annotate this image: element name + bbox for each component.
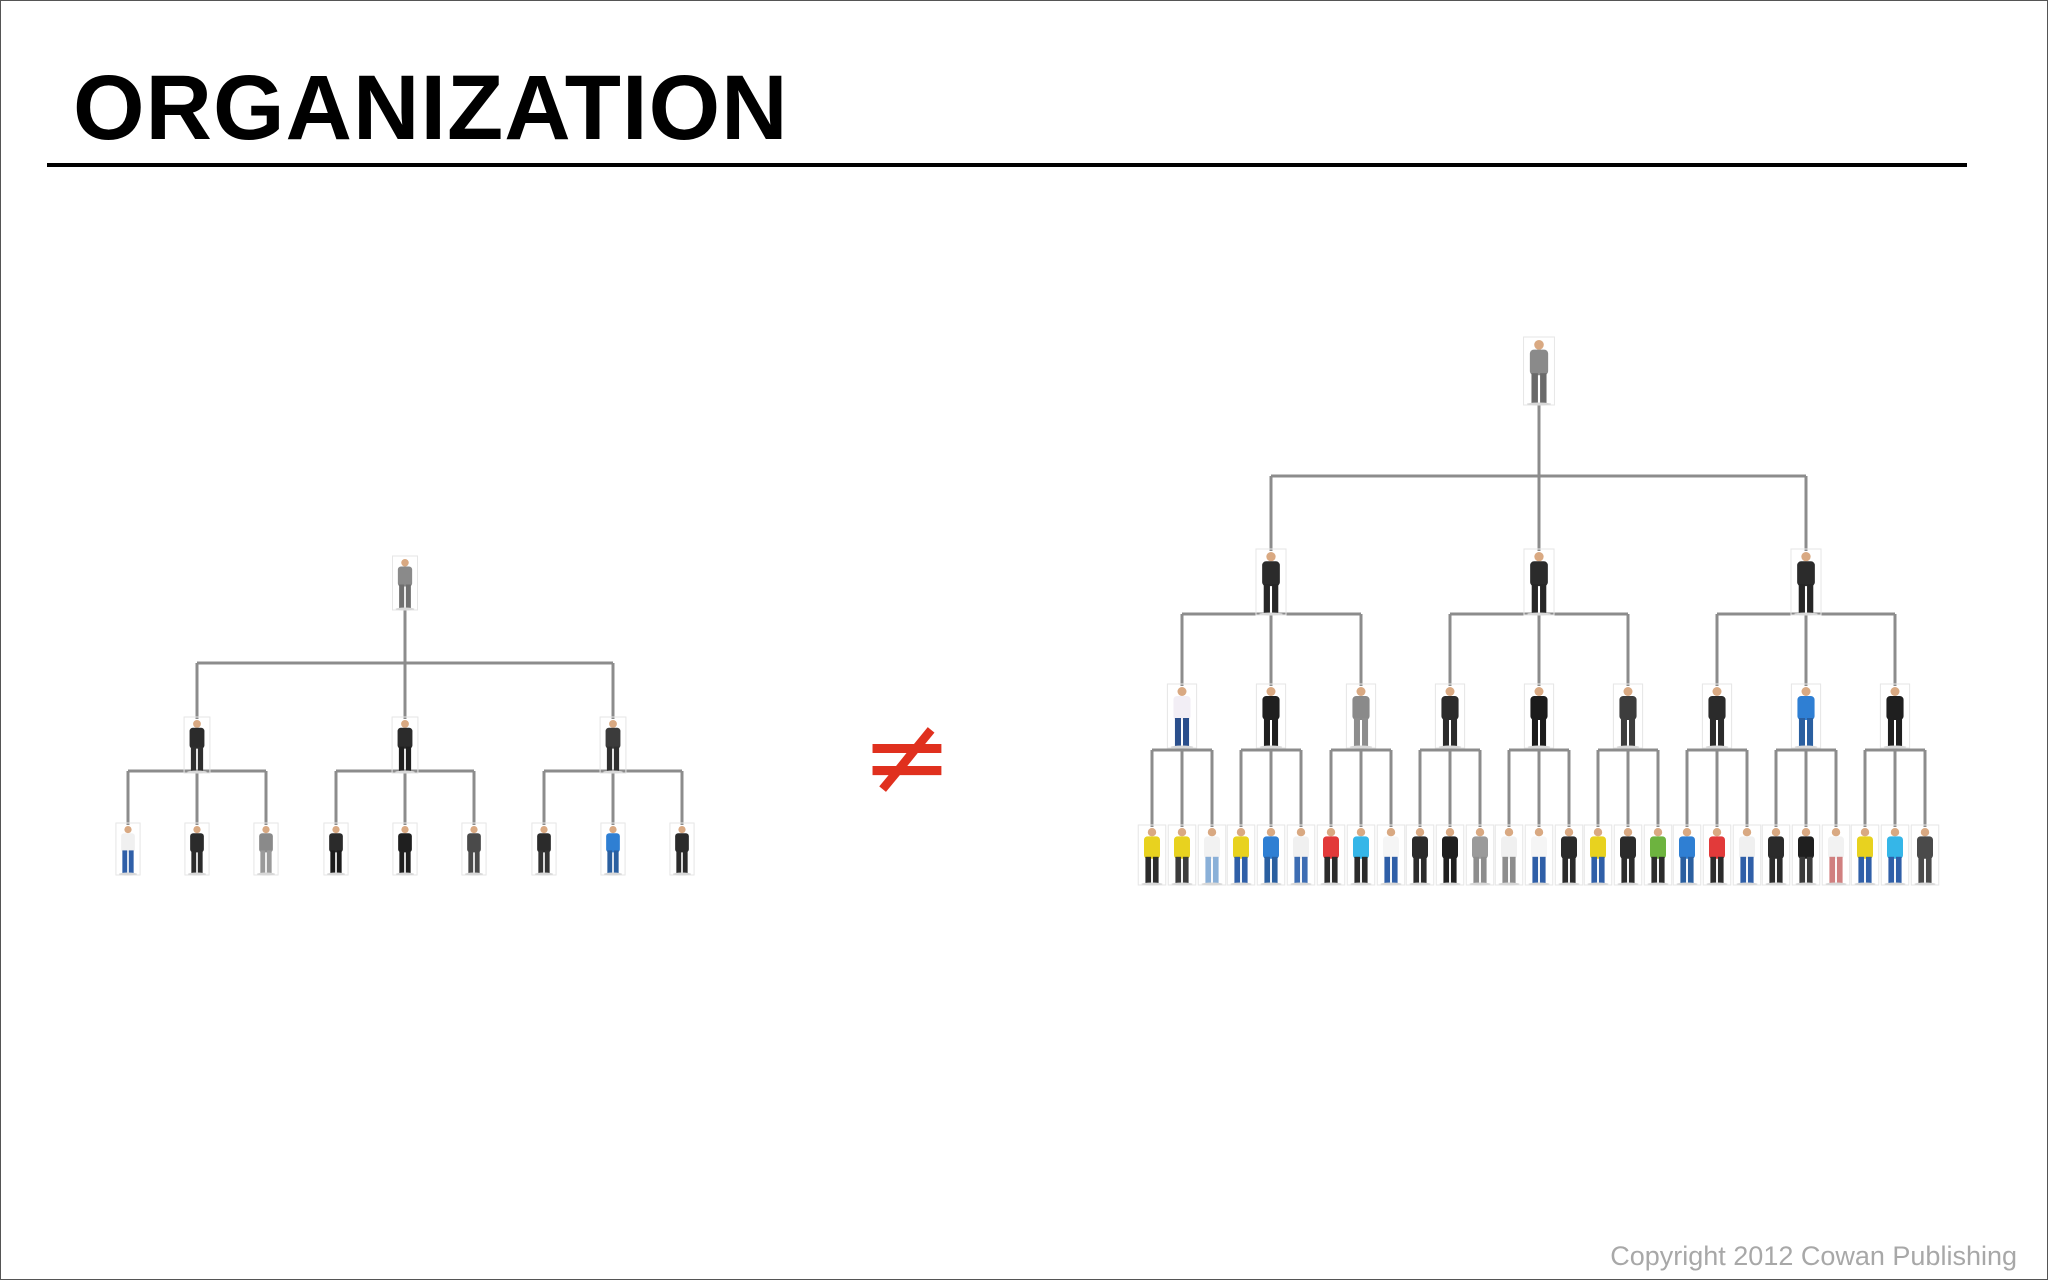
employee-figure xyxy=(115,822,141,876)
manager-figure xyxy=(1701,683,1733,749)
staff-figure xyxy=(1702,824,1732,886)
staff-figure xyxy=(1880,824,1910,886)
connector-manager-7 xyxy=(1685,746,1749,827)
staff-figure xyxy=(1524,824,1554,886)
staff-figure xyxy=(1405,824,1435,886)
manager-figure xyxy=(183,716,211,774)
manager-figure xyxy=(599,716,627,774)
staff-figure xyxy=(1583,824,1613,886)
connector-root-to-managers xyxy=(195,608,615,719)
staff-figure xyxy=(1850,824,1880,886)
connector-manager-2 xyxy=(1239,746,1303,827)
employee-figure xyxy=(669,822,695,876)
employee-figure xyxy=(600,822,626,876)
manager-figure xyxy=(1612,683,1644,749)
vp-figure xyxy=(1255,548,1287,616)
employee-figure xyxy=(323,822,349,876)
small-org-chart xyxy=(115,555,695,876)
vp-figure xyxy=(1523,548,1555,616)
connector-manager-1 xyxy=(126,769,268,825)
employee-figure xyxy=(392,822,418,876)
employee-figure xyxy=(531,822,557,876)
connector-manager-4 xyxy=(1418,746,1482,827)
manager-figure xyxy=(1879,683,1911,749)
staff-figure xyxy=(1435,824,1465,886)
copyright-notice: Copyright 2012 Cowan Publishing xyxy=(1610,1241,2017,1271)
staff-figure xyxy=(1256,824,1286,886)
staff-figure xyxy=(1910,824,1940,886)
large-org-chart xyxy=(1137,336,1940,886)
staff-figure xyxy=(1643,824,1673,886)
connector-manager-3 xyxy=(1329,746,1393,827)
staff-figure xyxy=(1346,824,1376,886)
connector-root-to-vps xyxy=(1269,403,1808,551)
staff-figure xyxy=(1761,824,1791,886)
connector-vp-2 xyxy=(1448,612,1630,686)
connector-manager-3 xyxy=(542,769,684,825)
connector-manager-6 xyxy=(1596,746,1660,827)
connector-vp-3 xyxy=(1715,612,1897,686)
staff-figure xyxy=(1494,824,1524,886)
employee-figure xyxy=(184,822,210,876)
not-equal-sign: ≠ xyxy=(860,692,954,820)
staff-figure xyxy=(1821,824,1851,886)
employee-figure xyxy=(253,822,279,876)
staff-figure xyxy=(1137,824,1167,886)
manager-figure xyxy=(1166,683,1198,749)
staff-figure xyxy=(1465,824,1495,886)
staff-figure xyxy=(1316,824,1346,886)
connector-manager-8 xyxy=(1774,746,1838,827)
staff-figure xyxy=(1613,824,1643,886)
connector-manager-5 xyxy=(1507,746,1571,827)
staff-figure xyxy=(1197,824,1227,886)
manager-figure xyxy=(391,716,419,774)
connector-vp-1 xyxy=(1180,612,1363,686)
manager-figure xyxy=(1255,683,1287,749)
manager-figure xyxy=(1434,683,1466,749)
slide-title: ORGANIZATION xyxy=(73,57,789,159)
vp-figure xyxy=(1790,548,1822,616)
ceo-figure xyxy=(392,555,418,611)
ceo-figure xyxy=(1523,336,1555,406)
staff-figure xyxy=(1167,824,1197,886)
manager-figure xyxy=(1790,683,1822,749)
manager-figure xyxy=(1345,683,1377,749)
connector-manager-2 xyxy=(334,769,476,825)
staff-figure xyxy=(1376,824,1406,886)
staff-figure xyxy=(1672,824,1702,886)
staff-figure xyxy=(1791,824,1821,886)
staff-figure xyxy=(1732,824,1762,886)
connector-manager-9 xyxy=(1863,746,1927,827)
employee-figure xyxy=(461,822,487,876)
staff-figure xyxy=(1226,824,1256,886)
staff-figure xyxy=(1286,824,1316,886)
manager-figure xyxy=(1523,683,1555,749)
title-underline xyxy=(47,163,1967,167)
staff-figure xyxy=(1554,824,1584,886)
connector-manager-1 xyxy=(1150,746,1214,827)
